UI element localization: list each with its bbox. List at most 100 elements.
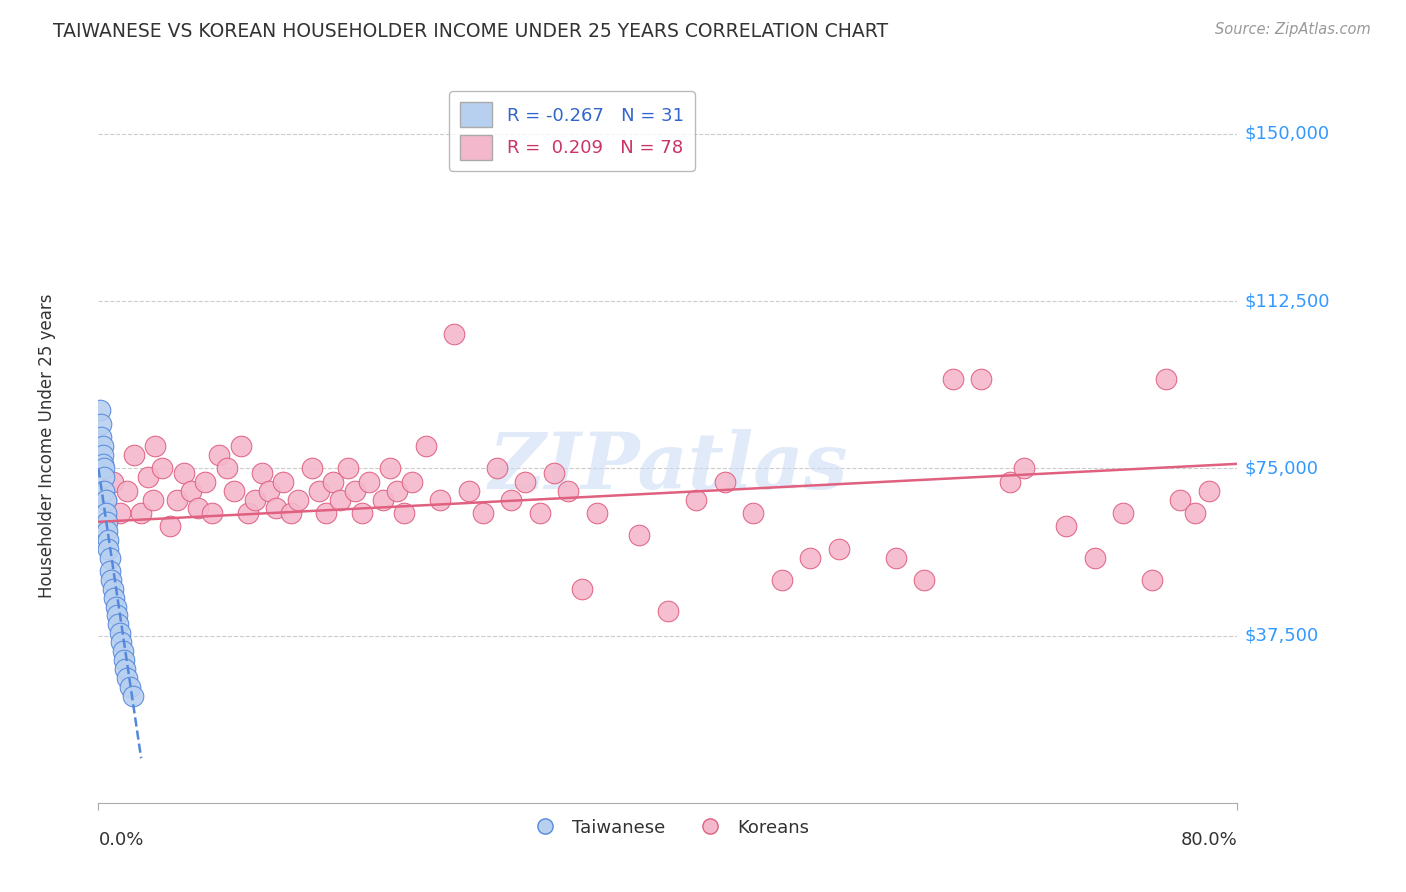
Point — [357, 475, 380, 489]
Point — [250, 466, 273, 480]
Point — [742, 506, 765, 520]
Point — [515, 475, 537, 489]
Point — [336, 461, 359, 475]
Point — [1170, 492, 1192, 507]
Point — [828, 541, 851, 556]
Point — [1012, 461, 1035, 475]
Point — [415, 439, 437, 453]
Point — [208, 448, 231, 462]
Text: 80.0%: 80.0% — [1181, 830, 1237, 848]
Point — [1056, 519, 1078, 533]
Point — [543, 466, 565, 480]
Point — [799, 550, 821, 565]
Point — [571, 582, 593, 596]
Point — [90, 430, 112, 444]
Point — [108, 626, 131, 640]
Point — [215, 461, 238, 475]
Point — [105, 608, 128, 623]
Point — [329, 492, 352, 507]
Point — [259, 483, 281, 498]
Point — [229, 439, 252, 453]
Text: ZIPatlas: ZIPatlas — [488, 429, 848, 506]
Point — [1154, 372, 1177, 386]
Point — [115, 671, 138, 685]
Point — [998, 475, 1021, 489]
Text: Householder Income Under 25 years: Householder Income Under 25 years — [38, 293, 56, 599]
Text: $75,000: $75,000 — [1244, 459, 1319, 477]
Point — [387, 483, 409, 498]
Point — [90, 417, 112, 431]
Point — [94, 492, 117, 507]
Point — [501, 492, 523, 507]
Point — [111, 644, 134, 658]
Text: Source: ZipAtlas.com: Source: ZipAtlas.com — [1215, 22, 1371, 37]
Point — [628, 528, 651, 542]
Point — [97, 541, 120, 556]
Point — [114, 662, 136, 676]
Point — [443, 327, 465, 342]
Point — [486, 461, 509, 475]
Point — [180, 483, 202, 498]
Point — [942, 372, 965, 386]
Point — [714, 475, 737, 489]
Point — [1140, 573, 1163, 587]
Point — [152, 461, 174, 475]
Point — [457, 483, 479, 498]
Point — [108, 506, 131, 520]
Point — [93, 483, 115, 498]
Point — [657, 604, 679, 618]
Point — [110, 635, 132, 649]
Point — [112, 653, 135, 667]
Point — [373, 492, 395, 507]
Point — [121, 689, 143, 703]
Point — [103, 591, 125, 605]
Point — [266, 501, 288, 516]
Point — [585, 506, 607, 520]
Point — [273, 475, 295, 489]
Point — [970, 372, 993, 386]
Point — [107, 617, 129, 632]
Point — [118, 680, 141, 694]
Point — [101, 582, 124, 596]
Point — [115, 483, 138, 498]
Point — [187, 501, 209, 516]
Point — [101, 475, 124, 489]
Point — [529, 506, 551, 520]
Point — [401, 475, 423, 489]
Point — [301, 461, 323, 475]
Point — [201, 506, 224, 520]
Point — [91, 448, 114, 462]
Point — [122, 448, 145, 462]
Point — [141, 492, 163, 507]
Text: $112,500: $112,500 — [1244, 292, 1330, 310]
Point — [166, 492, 188, 507]
Point — [471, 506, 494, 520]
Text: $37,500: $37,500 — [1244, 626, 1319, 645]
Point — [91, 457, 114, 471]
Point — [129, 506, 152, 520]
Point — [884, 550, 907, 565]
Point — [308, 483, 330, 498]
Point — [429, 492, 451, 507]
Point — [243, 492, 266, 507]
Point — [287, 492, 309, 507]
Point — [94, 506, 117, 520]
Point — [350, 506, 373, 520]
Point — [91, 439, 114, 453]
Point — [159, 519, 181, 533]
Point — [1084, 550, 1107, 565]
Point — [380, 461, 402, 475]
Point — [98, 550, 121, 565]
Point — [343, 483, 366, 498]
Text: 0.0%: 0.0% — [98, 830, 143, 848]
Point — [89, 403, 111, 417]
Point — [145, 439, 167, 453]
Point — [1198, 483, 1220, 498]
Point — [104, 599, 127, 614]
Point — [94, 492, 117, 507]
Point — [100, 573, 122, 587]
Point — [1184, 506, 1206, 520]
Text: TAIWANESE VS KOREAN HOUSEHOLDER INCOME UNDER 25 YEARS CORRELATION CHART: TAIWANESE VS KOREAN HOUSEHOLDER INCOME U… — [53, 22, 889, 41]
Point — [136, 470, 159, 484]
Point — [322, 475, 344, 489]
